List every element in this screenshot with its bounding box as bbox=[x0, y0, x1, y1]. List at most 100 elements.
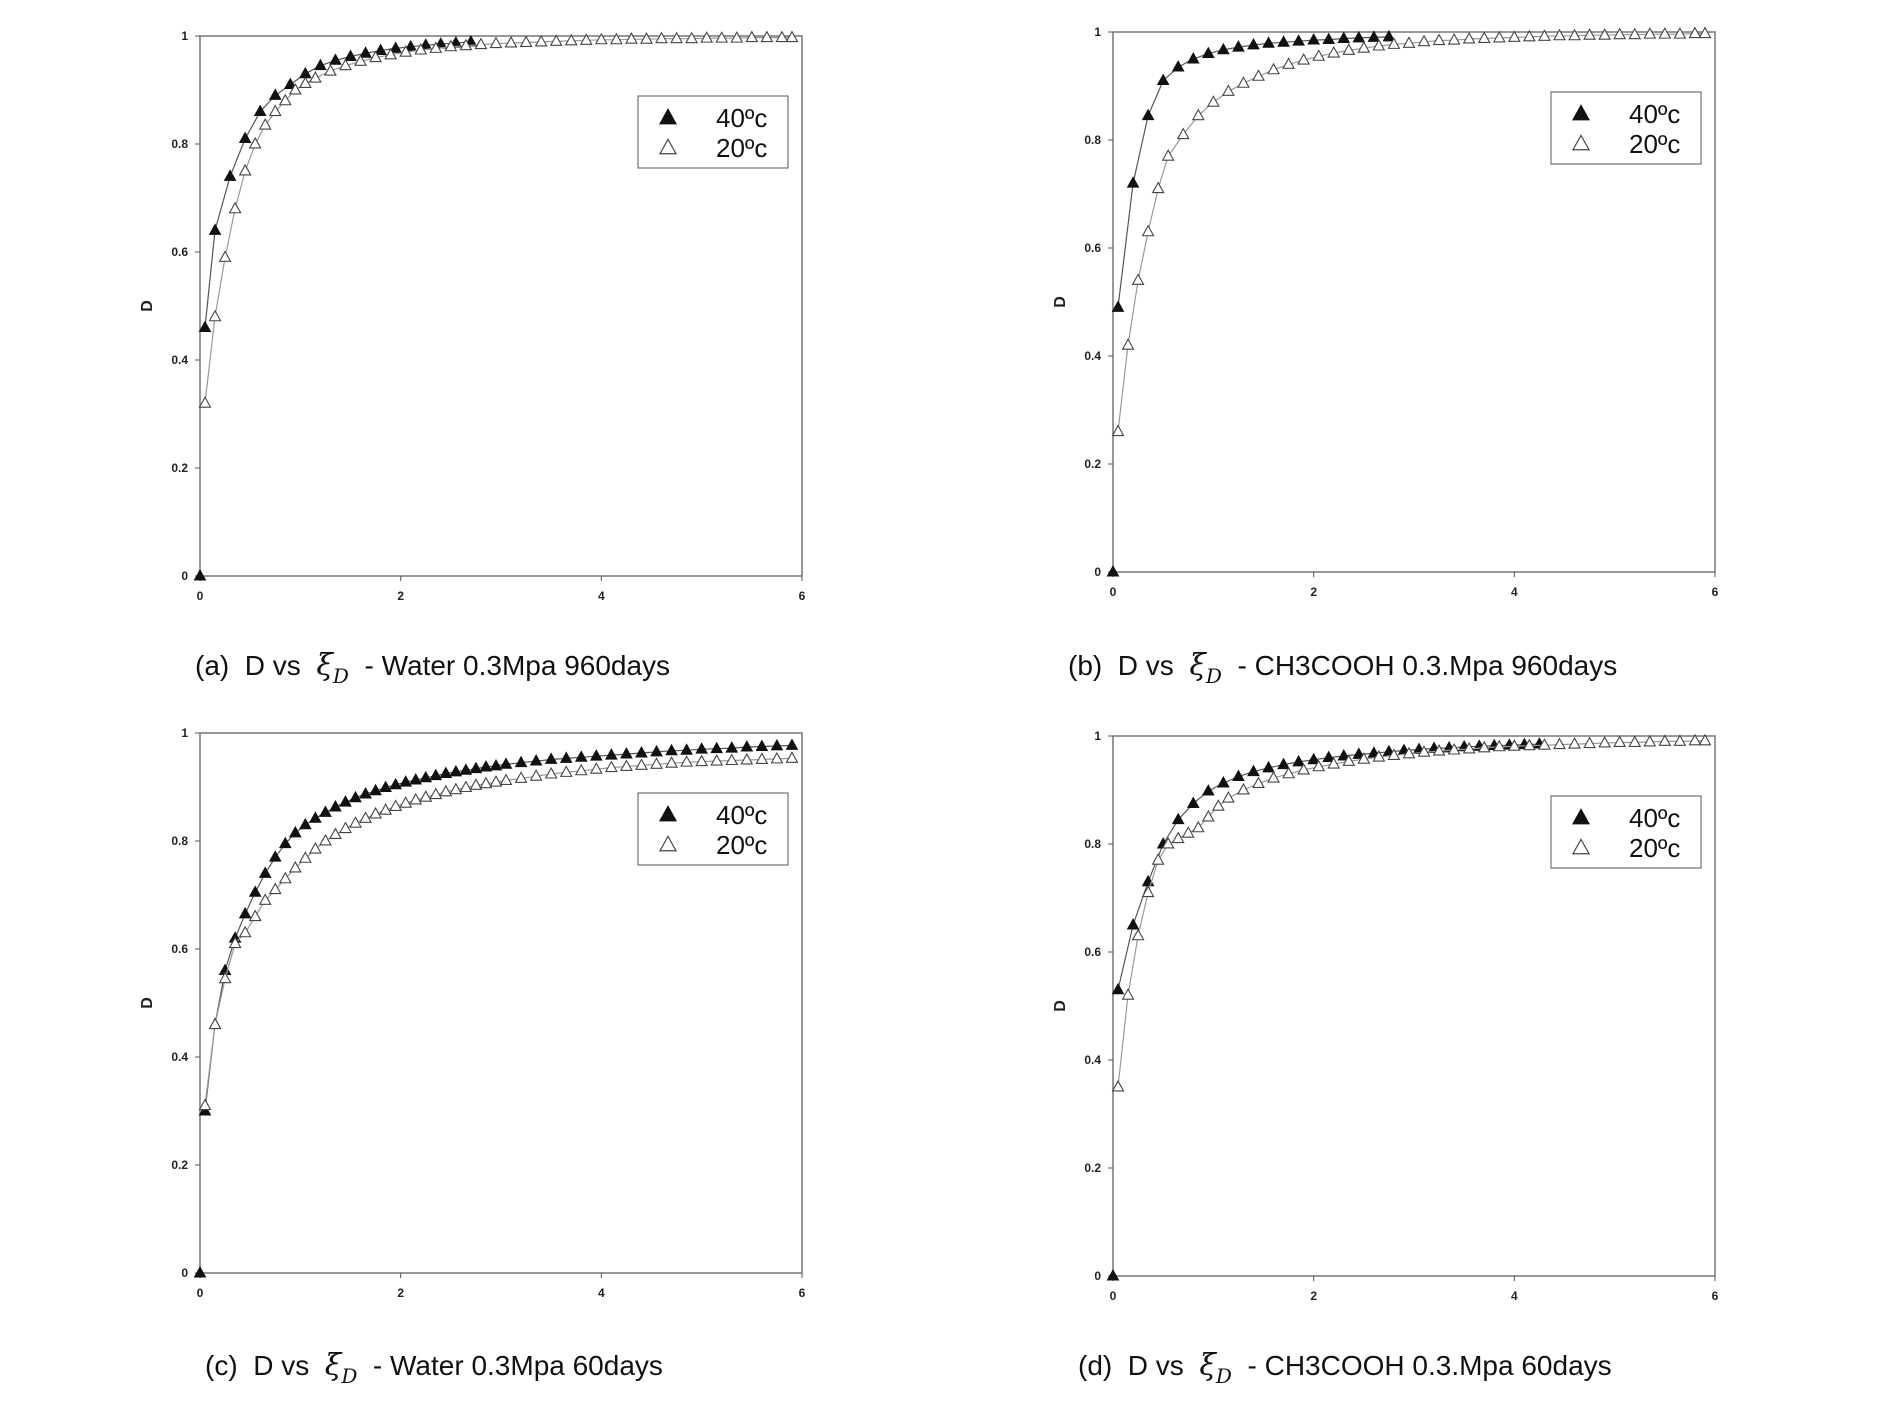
filled-point bbox=[238, 131, 252, 144]
filled-point bbox=[359, 46, 372, 58]
open-point bbox=[1417, 34, 1431, 47]
caption-c-symbol: ξ bbox=[324, 1348, 342, 1383]
legend-box bbox=[637, 792, 789, 866]
filled-point bbox=[1111, 300, 1125, 312]
y-axis-label: D bbox=[1052, 296, 1069, 308]
filled-point bbox=[409, 773, 423, 785]
open-point bbox=[369, 50, 383, 63]
x-tick-label: 4 bbox=[1511, 1289, 1518, 1303]
x-tick-label: 2 bbox=[397, 1286, 404, 1300]
filled-point bbox=[740, 740, 754, 752]
open-point bbox=[399, 45, 413, 57]
open-point bbox=[1447, 33, 1461, 45]
open-point bbox=[1688, 26, 1702, 39]
open-point bbox=[559, 765, 573, 777]
caption-b-pre: D vs bbox=[1117, 650, 1174, 681]
open-point bbox=[1387, 37, 1401, 49]
open-point bbox=[1176, 127, 1190, 140]
legend-box bbox=[1550, 795, 1702, 869]
open-point bbox=[1252, 69, 1265, 81]
open-point bbox=[208, 309, 222, 322]
open-point bbox=[349, 816, 362, 828]
open-point bbox=[1432, 33, 1446, 46]
open-point bbox=[444, 39, 458, 52]
caption-a-pre: D vs bbox=[244, 650, 301, 681]
open-point bbox=[1372, 749, 1386, 762]
open-point bbox=[1357, 752, 1371, 764]
filled-point bbox=[1217, 776, 1230, 788]
filled-point bbox=[299, 817, 312, 830]
filled-point bbox=[559, 751, 573, 763]
open-point bbox=[1282, 57, 1296, 69]
filled-point bbox=[314, 58, 327, 71]
y-tick-label: 0 bbox=[181, 569, 188, 583]
open-point bbox=[1211, 799, 1225, 811]
filled-point bbox=[1307, 33, 1321, 45]
x-tick-label: 4 bbox=[598, 589, 605, 603]
filled-point bbox=[1141, 108, 1155, 121]
caption-c-label: (c) bbox=[205, 1350, 238, 1381]
open-point bbox=[1141, 224, 1155, 237]
y-tick-label: 1 bbox=[181, 726, 188, 740]
filled-point bbox=[1382, 29, 1396, 42]
filled-point bbox=[379, 780, 392, 792]
open-point bbox=[308, 842, 322, 854]
open-point bbox=[1643, 734, 1657, 747]
open-point bbox=[1131, 273, 1145, 285]
legend-marker bbox=[658, 108, 678, 125]
open-point bbox=[1477, 31, 1491, 43]
filled-point bbox=[1232, 769, 1245, 781]
open-point bbox=[760, 30, 774, 43]
open-point bbox=[1688, 733, 1702, 746]
y-tick-label: 0.6 bbox=[171, 942, 188, 956]
open-point bbox=[1658, 734, 1672, 746]
filled-point bbox=[620, 747, 633, 759]
filled-point bbox=[665, 743, 678, 756]
open-point bbox=[1131, 928, 1145, 941]
legend-label: 20ºc bbox=[1629, 129, 1680, 159]
caption-b-symbol: ξ bbox=[1189, 648, 1206, 683]
open-point bbox=[318, 833, 332, 846]
filled-point bbox=[429, 768, 443, 781]
open-point bbox=[1267, 62, 1280, 75]
open-point bbox=[439, 784, 453, 797]
open-point bbox=[449, 782, 463, 795]
open-point bbox=[1171, 831, 1185, 844]
open-point bbox=[278, 871, 292, 884]
filled-point bbox=[499, 757, 513, 769]
open-point bbox=[1568, 737, 1581, 749]
open-point bbox=[384, 47, 398, 60]
open-point bbox=[579, 33, 593, 45]
open-point bbox=[1181, 826, 1195, 838]
open-point bbox=[1598, 28, 1612, 40]
filled-point bbox=[1201, 46, 1215, 59]
open-point bbox=[564, 33, 578, 46]
y-tick-label: 0.8 bbox=[1084, 837, 1101, 851]
filled-point bbox=[404, 39, 418, 52]
open-point bbox=[268, 882, 282, 895]
filled-point bbox=[1367, 30, 1381, 42]
caption-d: (d) D vs ξD - CH3COOH 0.3.Mpa 60days bbox=[1078, 1348, 1612, 1388]
filled-point bbox=[329, 53, 342, 65]
filled-point bbox=[283, 77, 297, 90]
filled-point bbox=[1171, 60, 1185, 72]
legend-marker bbox=[658, 805, 678, 822]
open-point bbox=[1201, 809, 1215, 822]
open-point bbox=[1507, 739, 1521, 751]
caption-b: (b) D vs ξD - CH3COOH 0.3.Mpa 960days bbox=[1068, 648, 1617, 688]
open-point bbox=[1327, 757, 1341, 769]
y-tick-label: 0.6 bbox=[1084, 945, 1101, 959]
y-tick-label: 0 bbox=[1094, 1269, 1101, 1283]
open-point bbox=[268, 104, 282, 117]
x-tick-label: 4 bbox=[598, 1286, 605, 1300]
y-tick-label: 0.8 bbox=[1084, 133, 1101, 147]
open-point bbox=[725, 753, 739, 766]
filled-point bbox=[1232, 40, 1245, 52]
filled-point bbox=[268, 88, 282, 100]
open-point bbox=[218, 250, 232, 262]
filled-point bbox=[1171, 812, 1185, 825]
filled-point bbox=[1247, 764, 1260, 777]
